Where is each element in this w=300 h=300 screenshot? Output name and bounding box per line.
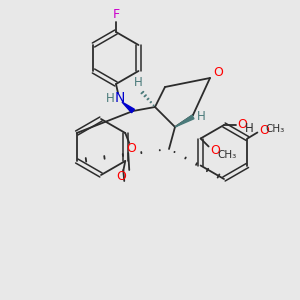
Text: O: O [260, 124, 269, 137]
Text: F: F [112, 8, 120, 22]
Text: O: O [211, 144, 220, 157]
Text: H: H [134, 76, 142, 88]
Text: N: N [115, 91, 125, 105]
Text: O: O [126, 142, 136, 155]
Text: O: O [237, 118, 247, 131]
Text: H: H [196, 110, 206, 122]
Text: O: O [116, 170, 126, 184]
Text: O: O [213, 67, 223, 80]
Polygon shape [122, 102, 134, 113]
Text: CH₃: CH₃ [217, 151, 236, 160]
Text: CH₃: CH₃ [266, 124, 285, 134]
Text: H: H [106, 92, 114, 104]
Polygon shape [175, 115, 194, 127]
Text: H: H [244, 122, 253, 136]
